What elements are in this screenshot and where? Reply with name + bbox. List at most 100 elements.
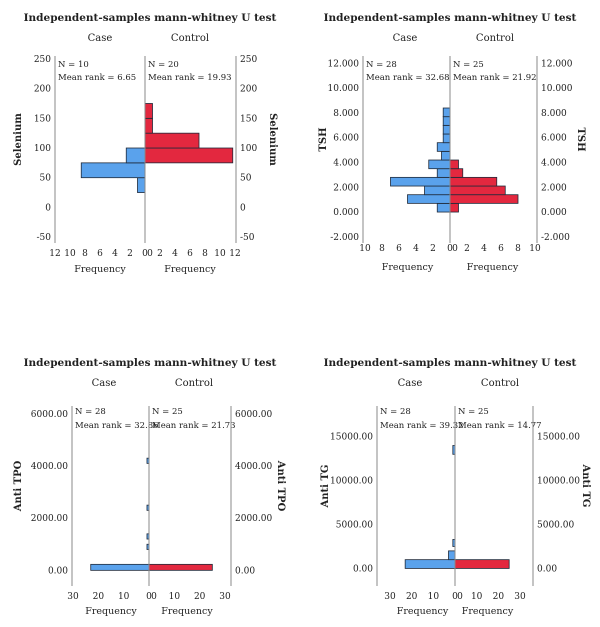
- y-tick-label-left: 0: [45, 203, 51, 213]
- y-tick-label-right: 12.000: [541, 59, 573, 69]
- y-axis-label-left: Anti TG: [320, 465, 331, 509]
- x-tick-label-left: 30: [67, 592, 79, 602]
- y-tick-label-right: 0: [240, 203, 246, 213]
- chart-title: Independent-samples mann-whitney U test: [324, 357, 577, 369]
- y-tick-label-left: -2.000: [330, 233, 359, 243]
- x-tick-label-right: 10: [169, 592, 181, 602]
- case-n: N = 10: [58, 60, 89, 70]
- x-tick-label-right: 30: [219, 592, 231, 602]
- chart-title: Independent-samples mann-whitney U test: [24, 12, 277, 24]
- control-bar: [454, 559, 510, 569]
- x-axis-label-left: Frequency: [397, 606, 449, 617]
- x-tick-label-left: 0: [146, 592, 152, 602]
- x-tick-label-right: 6: [187, 249, 193, 259]
- x-axis-label-left: Frequency: [85, 606, 137, 617]
- x-tick-label-left: 10: [64, 249, 76, 259]
- x-tick-label-left: 2: [127, 249, 133, 259]
- control-mean-rank: Mean rank = 19.93: [148, 73, 232, 83]
- y-tick-label-left: -50: [37, 233, 52, 243]
- x-tick-label-left: 4: [112, 249, 118, 259]
- x-tick-label-right: 0: [151, 592, 157, 602]
- y-tick-label-right: -2.000: [541, 233, 570, 243]
- control-bar: [144, 117, 153, 134]
- y-tick-label-right: 150: [240, 114, 257, 124]
- case-header: Case: [88, 33, 113, 44]
- control-bar: [144, 103, 153, 119]
- y-tick-label-right: 250: [240, 55, 257, 65]
- case-mean-rank: Mean rank = 39.32: [380, 421, 464, 431]
- control-header: Control: [476, 33, 514, 44]
- y-tick-label-left: 10.000: [328, 84, 360, 94]
- x-tick-label-right: 0: [147, 249, 153, 259]
- case-mean-rank: Mean rank = 32.86: [75, 421, 159, 431]
- y-tick-label-left: 0.00: [48, 566, 68, 576]
- control-mean-rank: Mean rank = 21.73: [152, 421, 236, 431]
- y-tick-label-left: 6000.00: [31, 410, 68, 420]
- control-bar: [449, 202, 459, 213]
- case-bar: [390, 176, 451, 187]
- control-bar: [144, 132, 200, 149]
- case-bar: [448, 550, 456, 561]
- case-bar: [80, 162, 146, 179]
- case-n: N = 28: [380, 407, 411, 417]
- case-header: Case: [92, 378, 117, 389]
- control-bar: [449, 168, 464, 178]
- control-mean-rank: Mean rank = 21.92: [453, 73, 537, 83]
- x-tick-label-left: 0: [447, 244, 453, 254]
- case-n: N = 28: [75, 407, 106, 417]
- x-tick-label-right: 30: [514, 592, 526, 602]
- case-bar: [125, 147, 146, 164]
- control-header: Control: [481, 378, 519, 389]
- y-tick-label-left: 10000.00: [330, 477, 373, 487]
- case-mean-rank: Mean rank = 6.65: [58, 73, 136, 83]
- y-tick-label-right: 10000.00: [537, 477, 580, 487]
- case-n: N = 28: [366, 60, 397, 70]
- y-tick-label-right: 0.00: [235, 566, 255, 576]
- chart-title: Independent-samples mann-whitney U test: [24, 357, 277, 369]
- x-tick-label-right: 6: [498, 244, 504, 254]
- y-tick-label-right: 200: [240, 85, 257, 95]
- x-tick-label-left: 0: [142, 249, 148, 259]
- case-bar: [404, 559, 456, 569]
- x-axis-label-left: Frequency: [382, 262, 434, 273]
- x-tick-label-left: 10: [359, 244, 371, 254]
- y-tick-label-left: 8.000: [333, 109, 359, 119]
- control-bar: [449, 176, 498, 187]
- y-axis-label-right: Anti TPO: [275, 460, 286, 512]
- y-tick-label-left: 2000.00: [31, 514, 68, 524]
- x-tick-label-right: 10: [471, 592, 483, 602]
- y-tick-label-left: 15000.00: [330, 433, 373, 443]
- x-axis-label-right: Frequency: [161, 606, 213, 617]
- control-bar: [144, 147, 234, 164]
- x-tick-label-left: 2: [430, 244, 436, 254]
- x-tick-label-right: 12: [229, 249, 240, 259]
- x-axis-label-right: Frequency: [164, 264, 216, 275]
- y-tick-label-right: -50: [240, 233, 255, 243]
- x-tick-label-right: 10: [529, 244, 541, 254]
- x-tick-label-right: 2: [157, 249, 163, 259]
- x-tick-label-left: 10: [118, 592, 130, 602]
- x-tick-label-left: 6: [97, 249, 103, 259]
- chart-title: Independent-samples mann-whitney U test: [324, 12, 577, 24]
- x-tick-label-right: 20: [493, 592, 505, 602]
- case-bar: [90, 563, 150, 571]
- control-mean-rank: Mean rank = 14.77: [458, 421, 542, 431]
- x-tick-label-left: 30: [384, 592, 396, 602]
- x-tick-label-left: 8: [379, 244, 385, 254]
- control-n: N = 20: [148, 60, 179, 70]
- x-tick-label-right: 4: [481, 244, 487, 254]
- x-tick-label-left: 12: [49, 249, 60, 259]
- chart-anti-tpo: Independent-samples mann-whitney U test C…: [13, 357, 286, 617]
- control-n: N = 25: [458, 407, 489, 417]
- case-header: Case: [398, 378, 423, 389]
- y-tick-label-left: 5000.00: [336, 521, 373, 531]
- control-header: Control: [175, 378, 213, 389]
- chart-selenium: Independent-samples mann-whitney U test C…: [13, 12, 278, 275]
- x-tick-label-right: 8: [515, 244, 521, 254]
- x-tick-label-left: 20: [93, 592, 105, 602]
- y-axis-label-right: TSH: [575, 127, 586, 151]
- x-tick-label-right: 10: [214, 249, 226, 259]
- x-tick-label-left: 4: [413, 244, 419, 254]
- y-tick-label-right: 50: [240, 174, 252, 184]
- case-bar: [428, 159, 451, 170]
